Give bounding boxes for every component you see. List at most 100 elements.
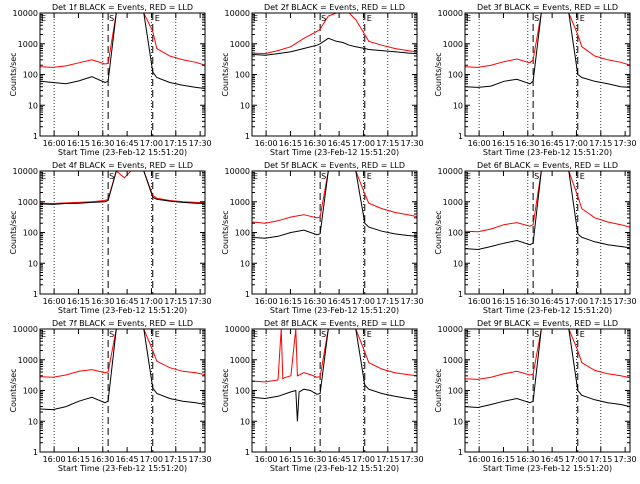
marker-label-s: S [321,330,326,339]
x-tick-label: 17:30 [401,297,424,306]
x-tick-label: 16:45 [328,455,351,464]
y-tick-label: 1000 [443,198,463,207]
y-tick-label: 10 [28,259,38,268]
y-tick-label: 10 [28,101,38,110]
x-tick-label: 16:15 [67,455,90,464]
panel-title: Det 1f BLACK = Events, RED = LLD [52,3,193,12]
marker-label-start: E [41,172,46,181]
plot-frame [251,328,418,453]
x-tick-label: 16:00 [43,139,66,148]
x-tick-label: 16:15 [492,139,515,148]
series-lld-line [40,171,205,205]
series-events-line [465,329,630,409]
series-events-line [40,13,205,89]
series-group [252,171,417,239]
y-tick-label: 100 [448,387,463,396]
x-tick-label: 16:15 [279,455,302,464]
x-tick-label: 16:30 [91,297,114,306]
panel-title: Det 7f BLACK = Events, RED = LLD [52,319,193,328]
marker-label-s: S [534,14,539,23]
x-axis-label: Start Time (23-Feb-12 15:51:20) [58,148,187,157]
series-lld-line [465,171,630,233]
marker-label-s: S [321,172,326,181]
x-tick-label: 17:30 [189,297,212,306]
x-tick-label: 16:45 [541,297,564,306]
y-tick-label: 100 [235,71,250,80]
x-tick-label: 16:00 [468,139,491,148]
series-lld-line [40,13,205,68]
marker-label-start: E [253,172,258,181]
x-tick-label: 17:30 [189,455,212,464]
series-lld-line [252,171,417,224]
panel-det-1: Det 1f BLACK = Events, RED = LLD 1 10 100 10… [9,3,212,157]
y-axis-label: Counts/sec [434,52,443,96]
y-tick-label: 10000 [225,325,250,334]
y-tick-label: 1 [33,448,38,457]
y-tick-label: 100 [23,387,38,396]
y-axis-label: Counts/sec [434,210,443,254]
series-group [465,171,630,251]
x-tick-label: 17:15 [164,455,187,464]
y-tick-label: 10000 [13,325,38,334]
plot-frame [39,12,206,137]
x-tick-label: 16:30 [516,139,539,148]
panel-title: Det 8f BLACK = Events, RED = LLD [264,319,405,328]
series-lld-line [465,13,630,68]
marker-label-s: S [109,172,114,181]
y-tick-label: 100 [448,71,463,80]
y-tick-label: 1 [458,132,463,141]
series-group [40,329,205,411]
y-tick-label: 10000 [13,9,38,18]
panel-det-5: Det 5f BLACK = Events, RED = LLD 1 10 100 10… [221,161,424,315]
x-tick-label: 16:30 [91,139,114,148]
series-group [465,13,630,88]
y-tick-label: 1000 [443,40,463,49]
marker-label-end: E [367,14,372,23]
series-group [40,13,205,89]
panel-det-3: Det 3f BLACK = Events, RED = LLD 1 10 100 10… [434,3,637,157]
panel-det-7: Det 7f BLACK = Events, RED = LLD 1 10 100 10… [9,319,212,473]
x-axis-label: Start Time (23-Feb-12 15:51:20) [270,148,399,157]
x-tick-label: 16:45 [541,455,564,464]
x-tick-label: 16:15 [492,455,515,464]
plot-frame [39,170,206,295]
y-tick-label: 10000 [438,167,463,176]
x-tick-label: 16:15 [67,139,90,148]
x-tick-label: 16:15 [279,297,302,306]
series-events-line [465,13,630,88]
y-tick-label: 1 [458,448,463,457]
marker-label-start: E [466,330,471,339]
marker-label-s: S [534,330,539,339]
x-tick-label: 17:00 [352,297,375,306]
x-tick-label: 17:30 [614,297,637,306]
x-tick-label: 17:00 [352,139,375,148]
x-tick-label: 17:15 [164,297,187,306]
plot-frame [464,170,631,295]
marker-label-s: S [534,172,539,181]
y-tick-label: 1000 [230,198,250,207]
x-tick-label: 17:15 [589,297,612,306]
marker-label-end: E [155,330,160,339]
y-tick-label: 100 [235,387,250,396]
y-tick-label: 1 [33,132,38,141]
y-tick-label: 1000 [18,356,38,365]
x-tick-label: 16:15 [279,139,302,148]
x-tick-label: 16:45 [116,139,139,148]
marker-label-start: E [253,14,258,23]
marker-label-end: E [580,14,585,23]
x-tick-label: 17:00 [140,297,163,306]
panel-det-2: Det 2f BLACK = Events, RED = LLD 1 10 100 10… [221,3,424,157]
x-tick-label: 16:45 [116,455,139,464]
y-tick-label: 1000 [230,40,250,49]
plot-frame [251,170,418,295]
x-tick-label: 17:15 [589,455,612,464]
x-tick-label: 16:45 [116,297,139,306]
x-tick-label: 16:00 [468,455,491,464]
x-axis-label: Start Time (23-Feb-12 15:51:20) [270,464,399,473]
y-tick-label: 1 [458,290,463,299]
x-axis-label: Start Time (23-Feb-12 15:51:20) [483,306,612,315]
x-tick-label: 16:30 [303,139,326,148]
y-tick-label: 1000 [443,356,463,365]
x-tick-label: 16:15 [492,297,515,306]
